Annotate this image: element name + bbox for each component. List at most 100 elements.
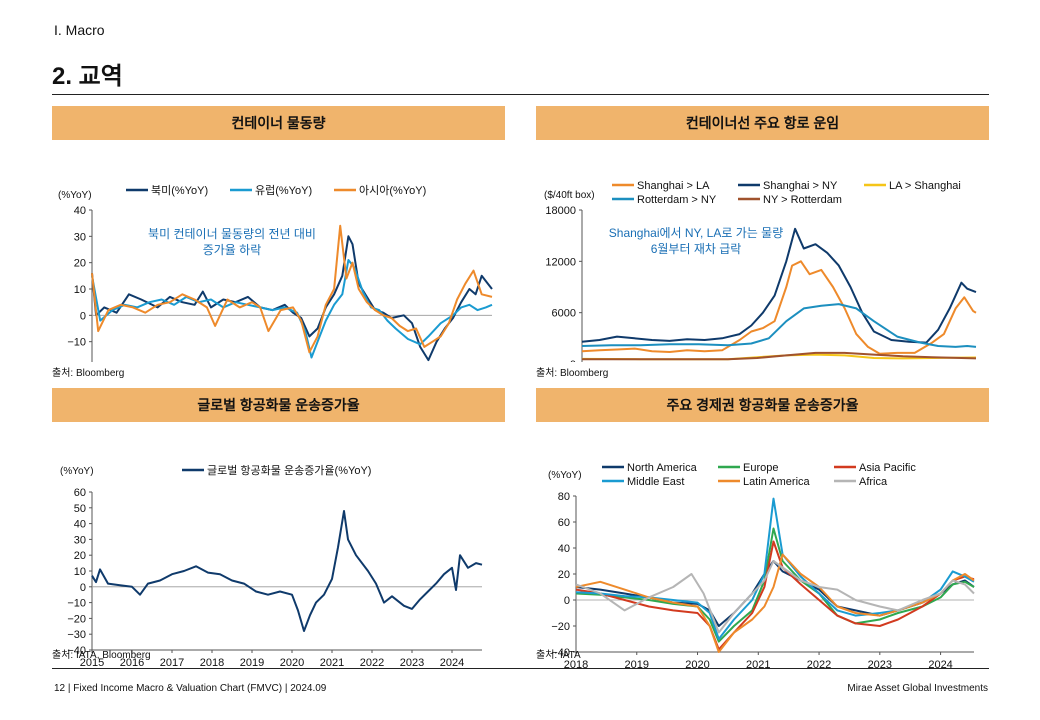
y-axis-label: (%YoY): [548, 470, 582, 481]
y-tick-label: 40: [74, 519, 86, 531]
x-tick-label: 2018: [200, 657, 224, 669]
chart-panel-regional-air-cargo: 주요 경제권 항공화물 운송증가율 −40 −20 0 20 40 60 80 2018 201…: [536, 388, 989, 670]
x-tick-label: 2020: [280, 657, 304, 669]
source-note: 출처: Bloomberg: [536, 368, 609, 379]
y-tick-label: −40: [67, 645, 86, 657]
chart-freight-rates: 0600012000180002018201920202021202220232…: [544, 180, 977, 362]
x-tick-label: 2022: [360, 657, 384, 669]
legend-label: 글로벌 항공화물 운송증가율(%YoY): [207, 464, 371, 477]
x-tick-label: 2024: [928, 659, 952, 670]
y-tick-label: 80: [558, 491, 570, 503]
legend-label: NY > Rotterdam: [763, 194, 842, 206]
x-tick-label: 2016: [120, 657, 144, 669]
x-tick-label: 2023: [868, 659, 892, 670]
panel-title: 글로벌 항공화물 운송증가율: [52, 388, 505, 422]
legend-label: Asia Pacific: [859, 462, 916, 474]
y-tick-label: 60: [558, 517, 570, 529]
footer-company: Mirae Asset Global Investments: [847, 683, 988, 694]
y-tick-label: 60: [74, 487, 86, 499]
y-tick-label: 30: [74, 534, 86, 546]
legend-label: Shanghai > NY: [763, 180, 838, 192]
y-tick-label: 30: [74, 231, 86, 243]
legend-label: North America: [627, 462, 698, 474]
legend-label: Europe: [743, 462, 778, 474]
legend-label: Shanghai > LA: [637, 180, 710, 192]
chart-annotation: 6월부터 재차 급락: [651, 242, 742, 256]
y-tick-label: 0: [80, 310, 86, 322]
y-tick-label: −20: [67, 613, 86, 625]
panel-title: 컨테이너 물동량: [52, 106, 505, 140]
chart-container-volume: −20−100102030402015201620172018201920202…: [58, 183, 493, 362]
y-tick-label: −20: [551, 621, 570, 633]
legend-label: Africa: [859, 476, 888, 488]
series-line: [575, 497, 975, 640]
y-tick-label: 20: [74, 550, 86, 562]
page-title: 2. 교역: [52, 63, 123, 90]
x-tick-label: 2021: [746, 659, 770, 670]
x-tick-label: 2019: [625, 659, 649, 670]
series-line: [581, 227, 977, 344]
y-tick-label: 20: [558, 569, 570, 581]
source-note: 출처: IATA: [536, 650, 581, 661]
x-tick-label: 2020: [685, 659, 709, 670]
footer-divider: [52, 668, 989, 669]
y-tick-label: 0: [80, 582, 86, 594]
legend-label: 북미(%YoY): [151, 184, 208, 197]
chart-annotation: 북미 컨테이너 물동량의 전년 대비: [148, 227, 316, 241]
panel-title: 주요 경제권 항공화물 운송증가율: [536, 388, 989, 422]
legend-label: LA > Shanghai: [889, 180, 961, 192]
chart-regional-air-cargo: −40 −20 0 20 40 60 80 2018 2019 2020 2021 2022 2023 2…: [548, 462, 975, 670]
x-tick-label: 2021: [320, 657, 344, 669]
source-note: 출처: Bloomberg: [52, 368, 125, 379]
x-tick-label: 2018: [564, 659, 588, 670]
x-tick-label: 2019: [240, 657, 264, 669]
chart-panel-container-volume: 컨테이너 물동량 −20−100102030402015201620172018…: [52, 106, 505, 362]
x-tick-label: 2023: [400, 657, 424, 669]
x-tick-label: 2015: [80, 657, 104, 669]
chart-annotation: Shanghai에서 NY, LA로 가는 물량: [609, 226, 783, 240]
legend-label: Middle East: [627, 476, 684, 488]
y-tick-label: −10: [67, 598, 86, 610]
y-tick-label: 10: [74, 284, 86, 296]
y-axis-label: ($/40ft box): [544, 190, 595, 201]
x-tick-label: 2024: [440, 657, 464, 669]
chart-panel-global-air-cargo: 글로벌 항공화물 운송증가율 −40 −30 −20 −10 0 10 20 30 40 50 60…: [52, 388, 505, 670]
legend-label: 유럽(%YoY): [255, 183, 312, 197]
legend-label: 아시아(%YoY): [359, 184, 426, 197]
y-tick-label: 10: [74, 566, 86, 578]
y-tick-label: 40: [558, 543, 570, 555]
series-line: [91, 224, 493, 354]
series-line: [581, 303, 977, 348]
legend-label: Rotterdam > NY: [637, 194, 717, 206]
chart-panel-freight-rates: 컨테이너선 주요 항로 운임 0600012000180002018201920…: [536, 106, 989, 362]
y-tick-label: 50: [74, 503, 86, 515]
y-axis-label: (%YoY): [58, 190, 92, 201]
series-line: [581, 351, 977, 361]
series-line: [581, 260, 977, 355]
chart-annotation: 증가율 하락: [203, 243, 262, 257]
series-line: [575, 560, 975, 634]
x-tick-label: 2022: [807, 659, 831, 670]
y-axis-label: (%YoY): [60, 466, 94, 477]
y-tick-label: 40: [74, 205, 86, 217]
y-tick-label: 12000: [545, 256, 576, 268]
y-tick-label: −40: [551, 647, 570, 659]
y-tick-label: 20: [74, 258, 86, 270]
title-divider: [52, 94, 989, 95]
chart-global-air-cargo: −40 −30 −20 −10 0 10 20 30 40 50 60 2015 2016 2017 201…: [60, 464, 483, 669]
section-label: I. Macro: [54, 22, 105, 38]
series-line: [575, 553, 975, 653]
panel-title: 컨테이너선 주요 항로 운임: [536, 106, 989, 140]
y-tick-label: 0: [570, 359, 576, 362]
source-note: 출처: IATA, Bloomberg: [52, 650, 151, 661]
y-tick-label: 0: [564, 595, 570, 607]
series-line: [575, 540, 975, 651]
y-tick-label: 18000: [545, 205, 576, 217]
series-line: [91, 510, 483, 632]
x-tick-label: 2017: [160, 657, 184, 669]
legend-label: Latin America: [743, 476, 811, 488]
footer-page-info: 12 | Fixed Income Macro & Valuation Char…: [54, 683, 327, 694]
y-tick-label: −10: [67, 337, 86, 349]
y-tick-label: −30: [67, 629, 86, 641]
y-tick-label: 6000: [552, 308, 576, 320]
